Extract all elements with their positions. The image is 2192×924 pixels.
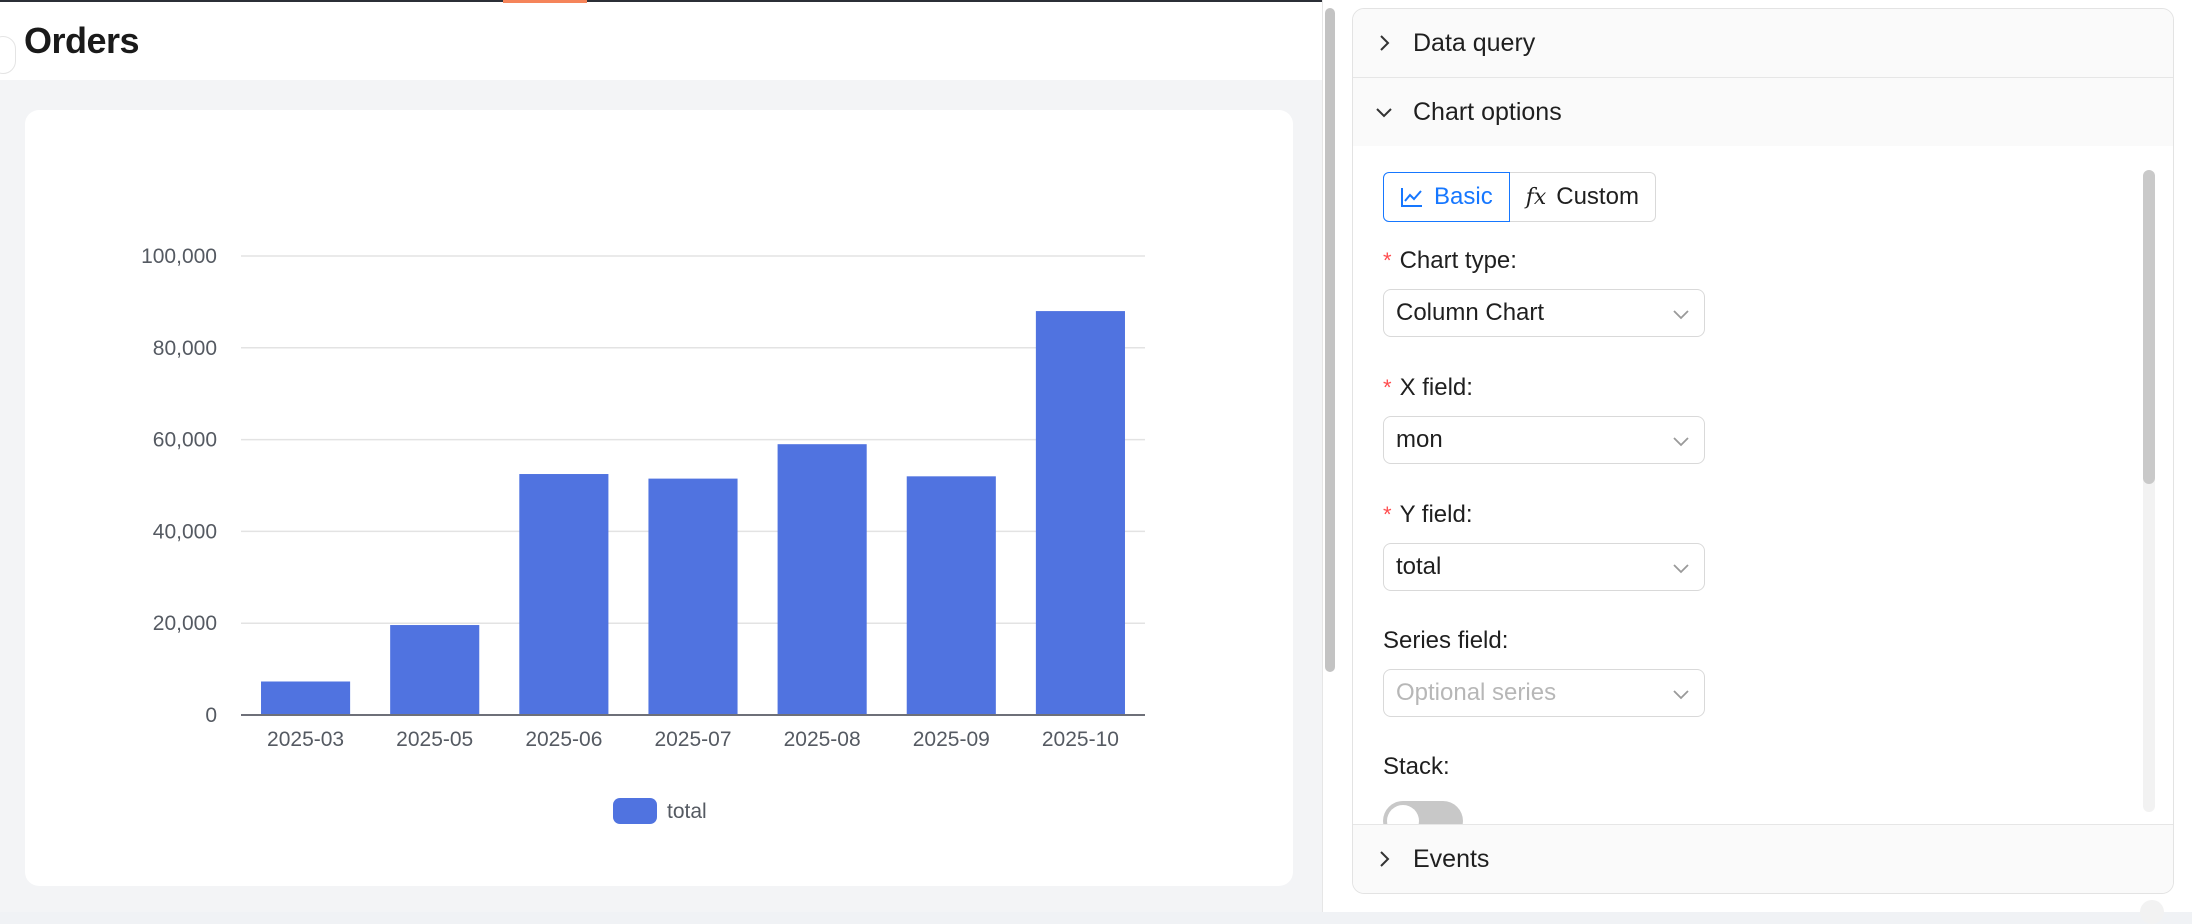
preview-header: Orders <box>0 2 1322 80</box>
x-tick-label: 2025-07 <box>654 728 731 751</box>
column-chart: 0 20,000 40,000 60,000 80,000 100,000 2025-03… <box>141 245 1145 824</box>
x-axis-ticks: 2025-03 2025-05 2025-06 2025-07 2025-08 2025-… <box>267 728 1119 751</box>
bar-2025-10[interactable] <box>1035 311 1125 715</box>
chart-card: 0 20,000 40,000 60,000 80,000 100,000 2025-03… <box>25 110 1293 886</box>
series-field-label: Series field: <box>1383 627 1509 654</box>
y-tick-label: 0 <box>205 704 217 727</box>
options-scrollbar-thumb[interactable] <box>2143 170 2155 484</box>
chart-type-value: Column Chart <box>1396 299 1545 326</box>
top-accent-indicator <box>503 0 587 3</box>
chart-bars <box>261 311 1125 715</box>
chevron-right-icon <box>1380 35 1390 51</box>
x-field-select[interactable]: mon <box>1383 416 1705 464</box>
data-query-title: Data query <box>1413 28 1536 57</box>
chart-type-select[interactable]: Column Chart <box>1383 289 1705 337</box>
chart-legend[interactable]: total <box>613 798 707 824</box>
x-field-label: * X field: <box>1383 374 1473 402</box>
x-tick-label: 2025-06 <box>525 728 602 751</box>
required-mark: * <box>1383 248 1392 273</box>
chart-options-header[interactable]: Chart options <box>1353 78 2173 147</box>
series-field-placeholder: Optional series <box>1396 679 1557 706</box>
bar-2025-06[interactable] <box>519 474 609 715</box>
chevron-down-icon <box>1673 690 1689 700</box>
y-field-label-text: Y field: <box>1399 501 1473 528</box>
chart-options-title: Chart options <box>1413 97 1562 126</box>
bar-2025-09[interactable] <box>906 476 996 715</box>
y-tick-label: 40,000 <box>153 520 217 543</box>
chart-options-body: Basic fx Custom * Chart type: Column Char… <box>1353 146 2173 841</box>
y-field-label: * Y field: <box>1383 501 1473 529</box>
page-title: Orders <box>24 20 140 61</box>
y-axis-ticks: 0 20,000 40,000 60,000 80,000 100,000 <box>141 245 217 727</box>
x-tick-label: 2025-10 <box>1042 728 1119 751</box>
required-mark: * <box>1383 502 1392 527</box>
preview-scrollbar-thumb[interactable] <box>1325 8 1335 672</box>
y-tick-label: 100,000 <box>141 245 217 268</box>
stack-label: Stack: <box>1383 753 1450 780</box>
x-field-label-text: X field: <box>1399 374 1473 401</box>
custom-mode-button[interactable]: fx Custom <box>1509 172 1656 222</box>
x-field-value: mon <box>1396 426 1443 453</box>
y-field-value: total <box>1396 553 1442 580</box>
x-tick-label: 2025-08 <box>784 728 861 751</box>
events-header[interactable]: Events <box>1353 824 2173 893</box>
y-field-select[interactable]: total <box>1383 543 1705 591</box>
corner-handle <box>2140 900 2164 924</box>
chart-type-label: * Chart type: <box>1383 247 1517 275</box>
bar-2025-07[interactable] <box>648 478 738 715</box>
settings-card: Data query Chart options <box>1352 8 2174 894</box>
y-tick-label: 80,000 <box>153 337 217 360</box>
bar-2025-08[interactable] <box>777 444 867 715</box>
y-tick-label: 60,000 <box>153 429 217 452</box>
panel-edge-handle[interactable] <box>0 36 16 74</box>
basic-mode-button[interactable]: Basic <box>1383 172 1510 222</box>
chart-type-label-text: Chart type: <box>1399 247 1517 274</box>
custom-mode-label: Custom <box>1556 183 1639 210</box>
data-query-header[interactable]: Data query <box>1353 9 2173 78</box>
legend-swatch-total[interactable] <box>613 798 657 824</box>
chevron-down-icon <box>1673 564 1689 574</box>
chevron-down-icon <box>1673 437 1689 447</box>
events-title: Events <box>1413 844 1490 873</box>
chevron-down-icon <box>1673 310 1689 320</box>
fx-icon: fx <box>1525 184 1547 210</box>
bar-2025-03[interactable] <box>261 681 351 715</box>
bar-2025-05[interactable] <box>390 625 480 715</box>
required-mark: * <box>1383 375 1392 400</box>
chevron-right-icon <box>1380 851 1390 867</box>
x-tick-label: 2025-09 <box>913 728 990 751</box>
chevron-down-icon <box>1376 108 1392 118</box>
chart-settings-panel: Data query Chart options <box>1340 0 2192 912</box>
top-border <box>0 0 1322 2</box>
line-chart-icon <box>1400 186 1424 208</box>
x-tick-label: 2025-05 <box>396 728 473 751</box>
basic-mode-label: Basic <box>1434 183 1493 210</box>
series-field-select[interactable]: Optional series <box>1383 669 1705 717</box>
chart-preview-panel: Orders 0 20,000 40,000 60,000 80,000 100,000 … <box>0 0 1322 886</box>
y-tick-label: 20,000 <box>153 612 217 635</box>
legend-label-total[interactable]: total <box>667 800 707 823</box>
x-tick-label: 2025-03 <box>267 728 344 751</box>
mode-segmented-control: Basic fx Custom <box>1383 172 1656 222</box>
